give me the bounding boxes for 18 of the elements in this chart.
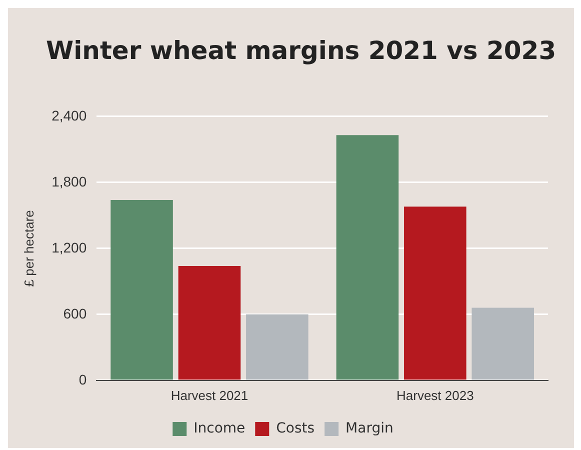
y-tick-label: 2,400 <box>52 107 87 124</box>
y-tick-label: 1,800 <box>52 173 87 190</box>
x-tick-label: Harvest 2023 <box>396 388 474 403</box>
bar <box>178 266 241 380</box>
y-axis-title: £ per hectare <box>21 210 36 287</box>
y-tick-label: 0 <box>78 371 87 388</box>
legend-label: Margin <box>346 420 394 437</box>
bar <box>246 314 308 380</box>
legend-label: Income <box>194 420 246 437</box>
y-tick-label: 600 <box>63 305 87 322</box>
y-tick-label: 1,200 <box>52 239 87 256</box>
x-tick-label: Harvest 2021 <box>170 388 248 403</box>
bar <box>110 200 173 380</box>
chart-title: Winter wheat margins 2021 vs 2023 <box>46 36 556 65</box>
bar <box>472 308 534 380</box>
bar <box>404 206 466 380</box>
bar <box>336 135 399 380</box>
legend-label: Costs <box>276 420 315 437</box>
